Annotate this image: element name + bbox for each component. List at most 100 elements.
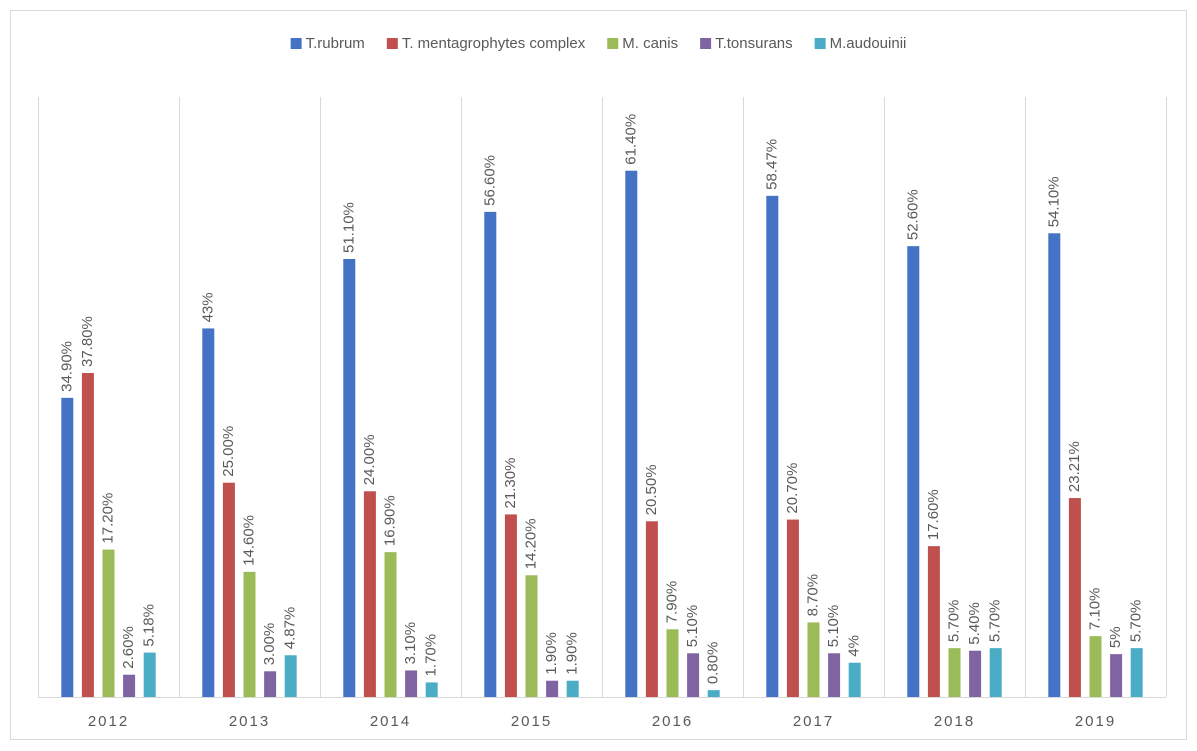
bar [786,519,799,697]
legend-label: M. canis [622,35,678,52]
bar [1110,654,1123,697]
bar [264,671,277,697]
data-label: 3.10% [402,622,419,665]
data-label: 4% [846,635,863,657]
data-label: 21.30% [502,458,519,509]
data-label: 14.60% [240,515,257,566]
legend-label: M.audouinii [830,35,907,52]
bar [807,622,820,697]
data-label: 37.80% [79,316,96,367]
data-label: 5% [1107,626,1124,648]
bar [1089,636,1102,697]
data-label: 14.20% [522,518,539,569]
data-label: 58.47% [763,139,780,190]
bar [102,549,115,697]
bar [363,491,376,697]
bar [848,662,861,697]
bar [1068,498,1081,697]
data-label: 5.70% [987,600,1004,643]
legend-label: T.rubrum [306,35,365,52]
bar [484,211,497,697]
data-label: 1.70% [423,634,440,677]
data-label: 34.90% [58,341,75,392]
x-tick-label: 2012 [88,713,129,730]
data-label: 5.70% [1128,600,1145,643]
legend-label: T.tonsurans [715,35,793,52]
data-label: 0.80% [705,642,722,685]
bar [666,629,679,697]
bar [707,690,720,697]
data-label: 20.50% [643,464,660,515]
x-tick-label: 2015 [511,713,552,730]
bar [645,521,658,697]
data-label: 24.00% [361,434,378,485]
data-label: 7.90% [663,581,680,624]
data-label: 23.21% [1066,441,1083,492]
bar [546,680,559,697]
bar [525,575,538,697]
data-label: 20.70% [784,463,801,514]
bar [927,546,940,697]
data-label: 5.18% [141,604,158,647]
data-label: 54.10% [1045,176,1062,227]
legend-swatch [290,38,302,49]
x-tick-label: 2014 [370,713,411,730]
bar [123,674,136,697]
x-tick-label: 2018 [934,713,975,730]
legend-label: T. mentagrophytes complex [402,35,586,52]
data-label: 5.70% [945,600,962,643]
bar [766,195,779,698]
bar [828,653,841,697]
x-tick-label: 2017 [793,713,834,730]
bar [425,682,438,697]
x-tick-label: 2013 [229,713,270,730]
x-tick-label: 2019 [1075,713,1116,730]
bar [948,648,961,697]
bar [243,571,256,697]
legend-swatch [700,38,712,49]
bar [222,482,235,697]
legend-swatch [607,38,619,49]
data-label: 51.10% [340,202,357,253]
data-label: 17.60% [925,489,942,540]
data-label: 8.70% [804,574,821,617]
data-label: 7.10% [1086,588,1103,631]
data-label: 17.20% [99,493,116,544]
bar [969,650,982,697]
bar [405,670,418,697]
bar [202,328,215,697]
bar [343,259,356,697]
legend-swatch [386,38,398,49]
chart-border [10,10,1187,740]
bar [687,653,700,697]
data-label: 1.90% [543,632,560,675]
bar [81,373,94,697]
bar [384,552,397,697]
data-label: 3.00% [261,623,278,666]
data-label: 16.90% [381,495,398,546]
bar [1048,233,1061,698]
data-label: 2.60% [120,626,137,669]
bar [504,514,517,697]
data-label: 52.60% [904,189,921,240]
bar [61,397,74,697]
data-label: 1.90% [564,632,581,675]
data-label: 4.87% [282,607,299,650]
bar [1130,648,1143,697]
data-label: 25.00% [220,426,237,477]
bar [566,680,579,697]
data-label: 5.10% [684,605,701,648]
data-label: 56.60% [481,155,498,206]
bar [143,652,156,697]
data-label: 5.40% [966,602,983,645]
bar [989,648,1002,697]
data-label: 61.40% [622,114,639,165]
x-tick-label: 2016 [652,713,693,730]
bar [625,170,638,697]
bar [284,655,297,697]
data-label: 43% [199,292,216,322]
data-label: 5.10% [825,605,842,648]
bar [907,246,920,697]
legend-swatch [814,38,826,49]
